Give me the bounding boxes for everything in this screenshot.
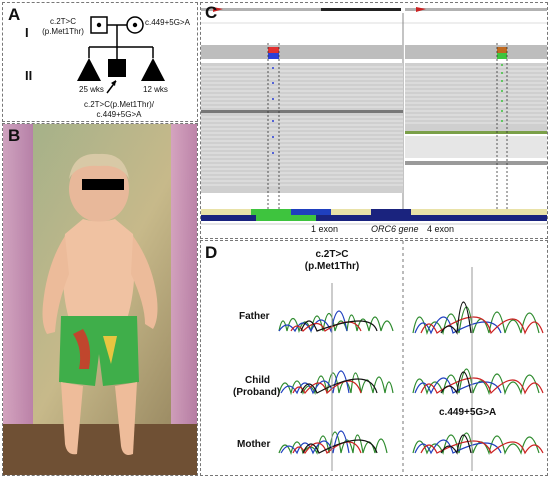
eye-mask (82, 179, 124, 190)
sibling-one-loss-symbol (77, 58, 101, 81)
variant-2-label: c.449+5G>A (439, 407, 497, 418)
sibling-two-weeks: 12 wks (143, 85, 168, 94)
panel-label-a: A (8, 5, 21, 24)
panel-label-d: D (205, 243, 218, 262)
sibling-one-weeks: 25 wks (79, 85, 104, 94)
row-label-mother: Mother (237, 439, 271, 450)
row-label-child: Child (245, 375, 270, 386)
panel-label-b: B (8, 126, 21, 145)
proband-symbol (108, 59, 126, 77)
generation-one-label: I (25, 25, 29, 40)
proband-variant: c.2T>C(p.Met1Thr)/ c.449+5G>A (83, 100, 154, 119)
panel-label-c: C (205, 3, 218, 22)
sibling-two-loss-symbol (141, 58, 165, 81)
reads-right (405, 63, 547, 131)
mother-variant: c.449+5G>A (145, 18, 190, 27)
gene-label: ORC6 gene (371, 224, 419, 234)
sanger-chromatograms (278, 241, 544, 475)
pedigree-chart (77, 16, 165, 94)
panel-d-chromatograms: D c.2T>C (p.Met1Thr) Father Child (Proba… (200, 240, 548, 476)
generation-two-label: II (25, 68, 33, 83)
reads-left (201, 63, 403, 193)
variant-2-coverage-highlight (497, 47, 507, 53)
father-variant: c.2T>C (p.Met1Thr) (42, 17, 84, 36)
panel-a-pedigree: A I II c.2T>C (p.Met1Thr) c.449+5G>A 25 … (2, 2, 198, 122)
panel-c-igv: C 1 exon ORC6 gene 4 exon (200, 2, 548, 239)
row-label-proband: (Proband) (233, 387, 281, 398)
panel-b-photo: B (2, 123, 198, 476)
row-label-father: Father (239, 311, 270, 322)
patient-photo (3, 124, 197, 475)
igv-alignment-view (201, 3, 547, 238)
father-carrier-dot (96, 22, 102, 28)
mother-carrier-dot (132, 22, 138, 28)
gene-track (201, 215, 547, 221)
exon-four-label: 4 exon (427, 224, 455, 234)
variant-1-label: c.2T>C (p.Met1Thr) (304, 249, 360, 272)
variant-1-coverage-highlight (268, 47, 279, 53)
exon-one-label: 1 exon (311, 224, 339, 234)
